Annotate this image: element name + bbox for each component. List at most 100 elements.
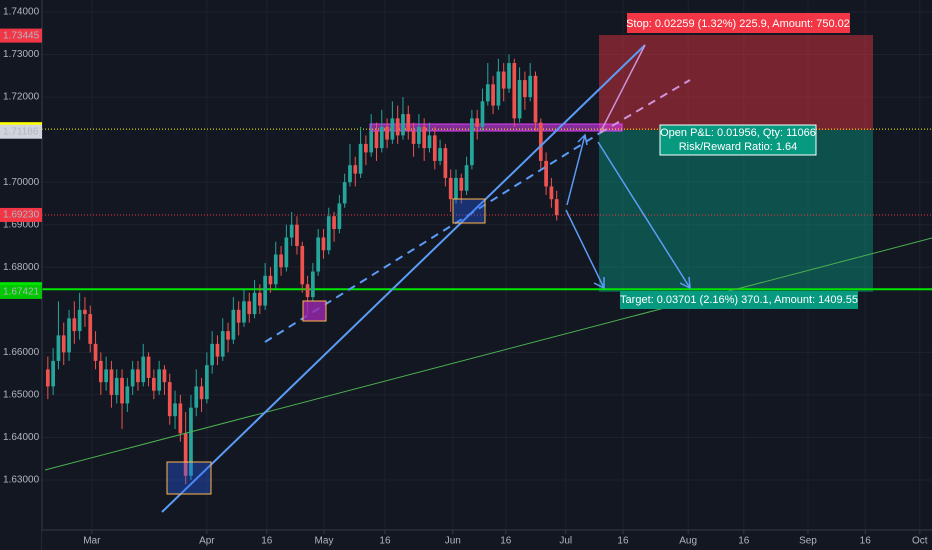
candle-body [109, 369, 114, 395]
candle-body [406, 114, 411, 132]
y-tick-label: 1.66000 [3, 347, 40, 358]
trend-line [264, 132, 601, 343]
candle-body [98, 360, 103, 383]
candle-body [321, 237, 326, 251]
candle-body [422, 126, 427, 149]
candle-body [67, 318, 71, 353]
candle-body [226, 331, 230, 340]
candle-body [183, 433, 188, 476]
candle-body [83, 309, 87, 315]
y-tick-label: 1.65000 [3, 390, 40, 401]
candle-body [236, 309, 241, 323]
candle-body [194, 386, 199, 408]
candle-body [311, 271, 315, 298]
candle-body [342, 182, 347, 204]
candle-body [167, 382, 172, 417]
candle-body [438, 148, 442, 161]
box [302, 300, 327, 322]
candle-body [332, 216, 336, 229]
candle-body [199, 386, 204, 400]
arrow [565, 209, 605, 290]
candle-body [305, 284, 310, 298]
y-tick-label: 1.72000 [3, 92, 40, 103]
candle-body [485, 84, 490, 102]
y-tick-label: 1.70000 [3, 177, 40, 188]
candle-body [348, 165, 352, 183]
x-tick-label: Mar [83, 536, 101, 547]
candle-body [512, 63, 517, 119]
candles [45, 54, 559, 485]
candle-body [337, 203, 342, 229]
candle-body [204, 365, 209, 400]
risk-reward-label: Risk/Reward Ratio: 1.64 [679, 141, 798, 153]
candle-body [88, 314, 93, 344]
candle-body [273, 254, 278, 285]
box [452, 198, 486, 224]
candle-body [247, 301, 252, 315]
trend-line [44, 237, 932, 471]
candle-body [146, 356, 151, 378]
x-tick-label: Sep [799, 536, 817, 547]
x-tick-label: Aug [679, 536, 697, 547]
axes: 1.74000 1.73000 1.72000 1.70000 1.69000 1.680… [0, 7, 928, 547]
candle-body [231, 309, 236, 340]
candle-body [72, 318, 77, 332]
trend-line [599, 44, 646, 134]
candle-body [379, 126, 384, 149]
candle-body [501, 71, 506, 89]
candle-body [162, 369, 167, 383]
candle-body [136, 369, 140, 383]
candle-body [528, 75, 533, 98]
y-tick-label: 1.64000 [3, 432, 40, 443]
price-label-box [0, 207, 42, 222]
arrow [566, 133, 588, 206]
candle-body [93, 343, 98, 361]
candle-body [517, 80, 522, 119]
price-label-box [0, 284, 42, 299]
y-axis-panel [0, 0, 42, 530]
candle-body [295, 224, 299, 247]
candle-body [242, 301, 246, 323]
candle-body [268, 275, 273, 285]
candle-body [443, 148, 448, 178]
trend-line [599, 79, 691, 134]
arrows [565, 133, 691, 290]
candle-body [374, 131, 379, 149]
target-label: Target: 0.03701 (2.16%) 370.1, Amount: 1… [620, 294, 858, 306]
candle-body [61, 335, 66, 353]
x-tick-label: Apr [199, 536, 215, 547]
x-tick-label: 16 [860, 536, 872, 547]
candle-body [480, 101, 485, 127]
x-tick-label: Jul [559, 536, 572, 547]
y-tick-label: 1.73000 [3, 49, 40, 60]
price-label-box [0, 124, 42, 139]
candle-body [258, 292, 262, 306]
candle-body [104, 369, 108, 383]
candle-body [533, 75, 538, 123]
candle-body [395, 118, 400, 136]
candle-body [151, 377, 156, 391]
stop-label-box [627, 13, 850, 33]
box [166, 461, 212, 495]
candle-body [411, 131, 416, 144]
candle-body [464, 165, 469, 191]
candle-body [252, 292, 257, 315]
candle-body [300, 246, 305, 285]
candle-body [130, 369, 135, 387]
candle-body [401, 114, 405, 136]
candle-body [210, 343, 215, 366]
candle-body [141, 356, 146, 383]
candle-body [326, 216, 331, 251]
y-tick-label: 1.68000 [3, 262, 40, 273]
candle-body [120, 377, 124, 404]
candle-body [454, 177, 458, 200]
candle-body [390, 118, 395, 140]
candle-body [189, 407, 193, 476]
zone-highlight [369, 123, 623, 132]
arrow [597, 141, 691, 290]
candle-body [178, 403, 183, 434]
pnl-label: Open P&L: 0.01956, Qty: 11066 [660, 127, 816, 139]
price-label: 1.67421 [3, 287, 40, 298]
